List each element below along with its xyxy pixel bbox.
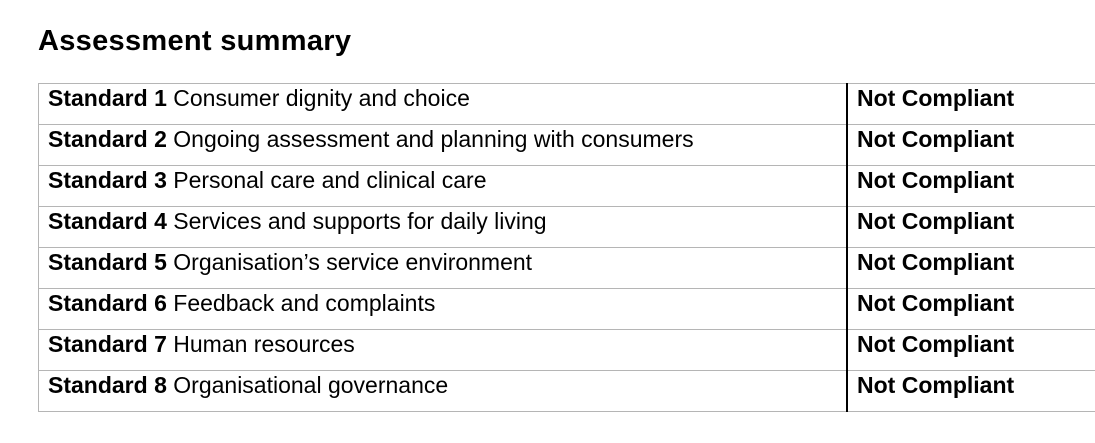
standard-cell: Standard 3 Personal care and clinical ca… (39, 166, 848, 207)
standard-description: Ongoing assessment and planning with con… (173, 126, 693, 152)
table-row: Standard 3 Personal care and clinical ca… (39, 166, 1095, 207)
standard-number: Standard 1 (48, 85, 167, 111)
status-value: Not Compliant (857, 126, 1014, 152)
standard-number: Standard 3 (48, 167, 167, 193)
standard-description: Personal care and clinical care (173, 167, 486, 193)
standard-number: Standard 5 (48, 249, 167, 275)
status-cell: Not Compliant (847, 330, 1095, 371)
standard-description: Services and supports for daily living (173, 208, 546, 234)
status-value: Not Compliant (857, 85, 1014, 111)
status-value: Not Compliant (857, 372, 1014, 398)
table-body: Standard 1 Consumer dignity and choice N… (39, 84, 1095, 412)
standard-cell: Standard 1 Consumer dignity and choice (39, 84, 848, 125)
status-value: Not Compliant (857, 208, 1014, 234)
table-row: Standard 8 Organisational governance Not… (39, 371, 1095, 412)
status-value: Not Compliant (857, 331, 1014, 357)
standard-description: Organisational governance (173, 372, 448, 398)
standard-number: Standard 4 (48, 208, 167, 234)
table-row: Standard 5 Organisation’s service enviro… (39, 248, 1095, 289)
standard-number: Standard 2 (48, 126, 167, 152)
standard-description: Feedback and complaints (173, 290, 435, 316)
page-title: Assessment summary (38, 25, 1095, 58)
standard-number: Standard 7 (48, 331, 167, 357)
status-cell: Not Compliant (847, 289, 1095, 330)
standard-description: Human resources (173, 331, 355, 357)
standard-description: Organisation’s service environment (173, 249, 532, 275)
status-cell: Not Compliant (847, 207, 1095, 248)
status-cell: Not Compliant (847, 84, 1095, 125)
status-value: Not Compliant (857, 167, 1014, 193)
table-row: Standard 7 Human resources Not Compliant (39, 330, 1095, 371)
table-row: Standard 2 Ongoing assessment and planni… (39, 125, 1095, 166)
standard-number: Standard 8 (48, 372, 167, 398)
standard-cell: Standard 4 Services and supports for dai… (39, 207, 848, 248)
status-cell: Not Compliant (847, 248, 1095, 289)
status-cell: Not Compliant (847, 371, 1095, 412)
status-value: Not Compliant (857, 249, 1014, 275)
standard-description: Consumer dignity and choice (173, 85, 470, 111)
standard-cell: Standard 6 Feedback and complaints (39, 289, 848, 330)
table-row: Standard 1 Consumer dignity and choice N… (39, 84, 1095, 125)
standard-number: Standard 6 (48, 290, 167, 316)
standard-cell: Standard 5 Organisation’s service enviro… (39, 248, 848, 289)
status-cell: Not Compliant (847, 125, 1095, 166)
status-value: Not Compliant (857, 290, 1014, 316)
table-row: Standard 4 Services and supports for dai… (39, 207, 1095, 248)
standard-cell: Standard 8 Organisational governance (39, 371, 848, 412)
assessment-summary-table: Standard 1 Consumer dignity and choice N… (38, 83, 1095, 412)
standard-cell: Standard 2 Ongoing assessment and planni… (39, 125, 848, 166)
status-cell: Not Compliant (847, 166, 1095, 207)
standard-cell: Standard 7 Human resources (39, 330, 848, 371)
table-row: Standard 6 Feedback and complaints Not C… (39, 289, 1095, 330)
